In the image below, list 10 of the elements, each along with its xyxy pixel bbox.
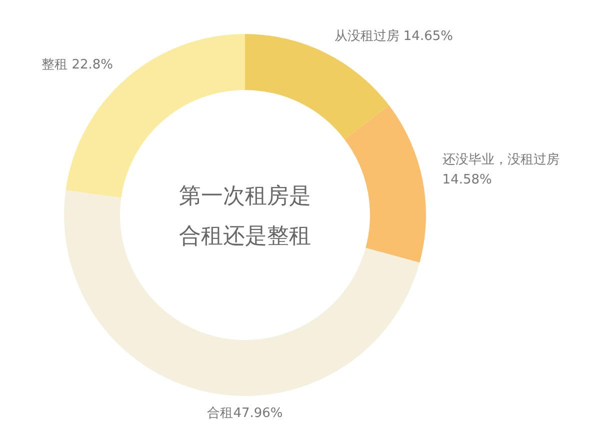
slice-label: 整租 <box>42 57 68 72</box>
data-label: 22.8% <box>68 57 114 72</box>
data-label: 14.65% <box>399 28 453 44</box>
slice-label: 合租 <box>207 406 234 421</box>
slice-label: 从没租过房 <box>334 28 400 44</box>
slice-label: 还没毕业，没租过房 <box>442 152 560 168</box>
data-label: 47.96% <box>233 406 283 421</box>
data-label: 14.58% <box>442 172 492 188</box>
text: 第一次租房是合租还是整租 <box>179 184 311 249</box>
donut-slice <box>344 105 426 263</box>
